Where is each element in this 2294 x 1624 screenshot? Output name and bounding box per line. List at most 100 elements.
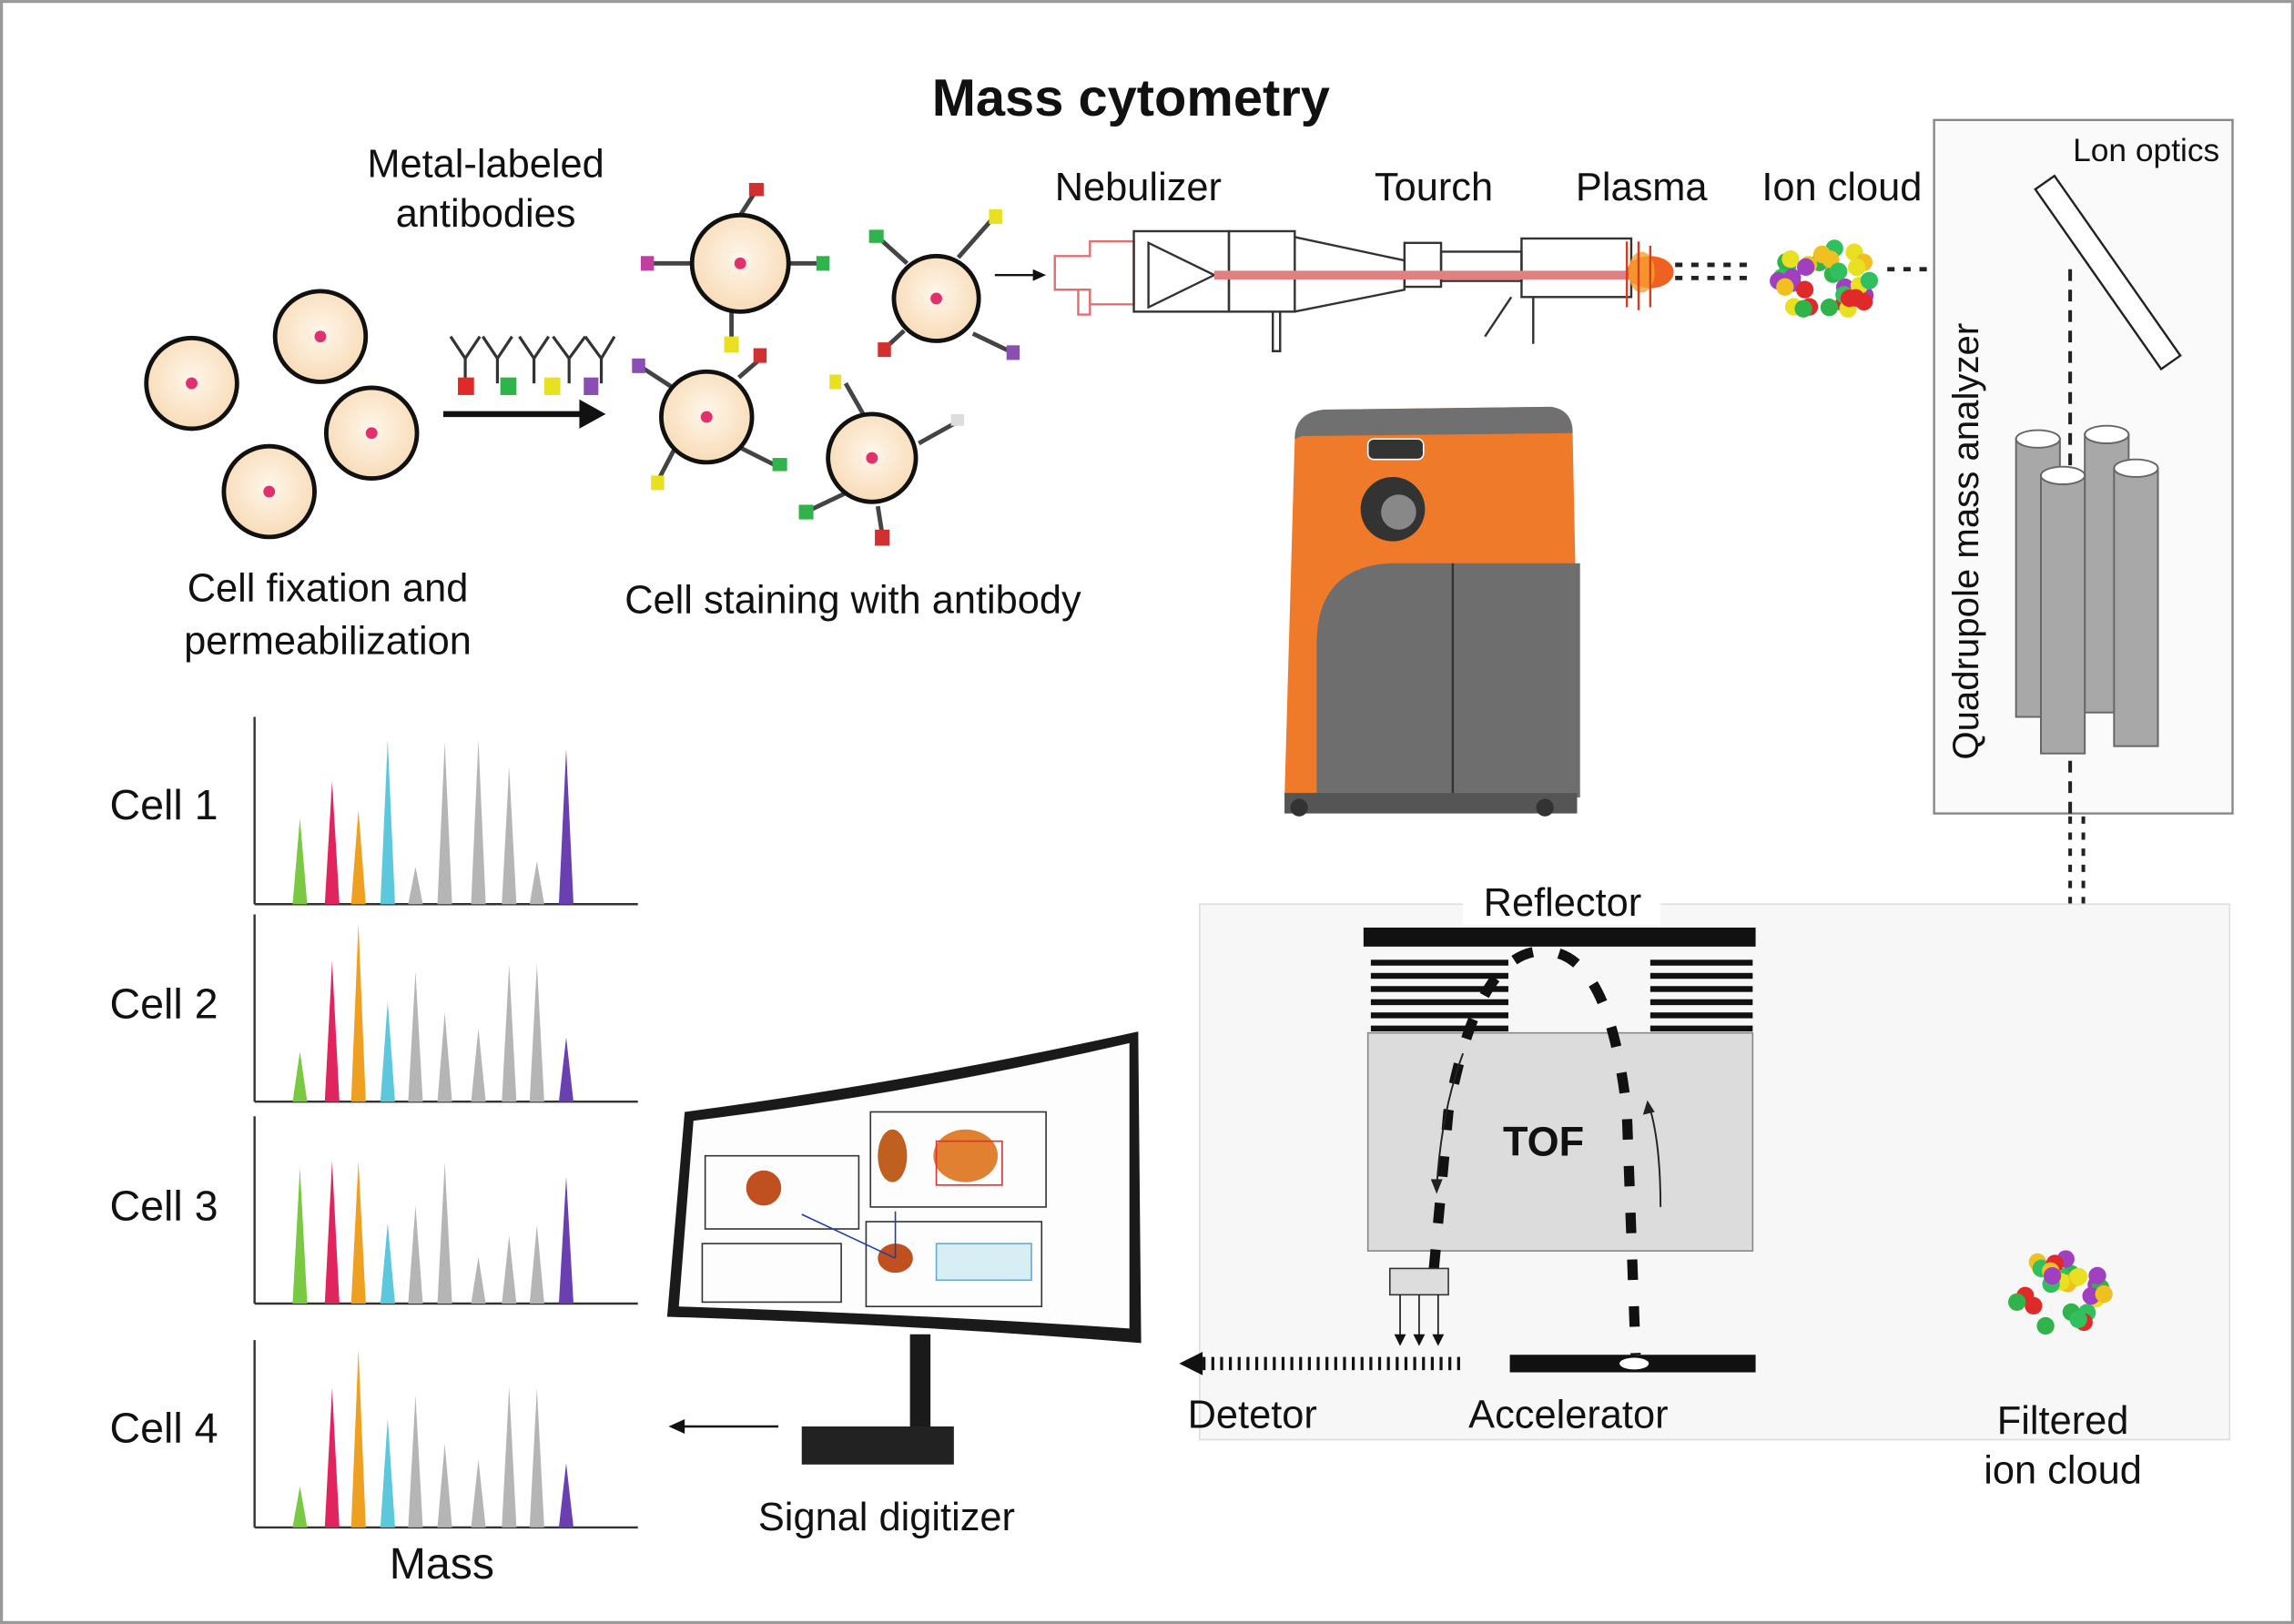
spectrum-peak — [324, 1161, 340, 1304]
ion-dot — [2088, 1266, 2106, 1285]
stained-cells — [632, 182, 1020, 546]
monitor-icon — [666, 1031, 1142, 1465]
ion-optics-mirror — [2034, 174, 2182, 371]
mass-axis-label: Mass — [390, 1539, 494, 1588]
torch-label: Tourch — [1375, 166, 1493, 209]
arrow-icon — [442, 399, 606, 429]
spectrum-peak — [408, 1395, 423, 1528]
ion-cloud-icon — [1770, 239, 1879, 318]
antibody-icons — [449, 335, 616, 384]
detector-label: Detetor — [1188, 1394, 1317, 1437]
ion-dot — [1794, 299, 1812, 318]
spectrum-peak — [350, 809, 366, 905]
quadrupole-rods-icon — [2015, 424, 2159, 755]
detector-icon — [1388, 1267, 1449, 1346]
spectrum-peak — [408, 867, 423, 905]
spectrum-peak — [437, 741, 452, 905]
spectrum-peak — [292, 1486, 308, 1528]
spectrum-peak — [437, 1012, 452, 1102]
spectrum-peak — [380, 1418, 395, 1528]
spectrum-peak — [502, 1385, 517, 1528]
spectrum-peak — [380, 1001, 395, 1102]
filtered-ion-cloud-icon — [2008, 1250, 2113, 1335]
spectrum-peak — [324, 780, 340, 905]
diagram-title: Mass cytometry — [932, 69, 1330, 127]
plasma-label: Plasma — [1576, 166, 1709, 209]
detector-output-arrow — [1179, 1352, 1460, 1375]
ion-dot — [1776, 278, 1794, 296]
cell-3-label: Cell 3 — [109, 1182, 218, 1229]
nebulizer-label: Nebulizer — [1055, 166, 1222, 209]
ion-dot — [1846, 289, 1865, 307]
spectrum-peak — [558, 748, 574, 905]
spectrum-peak — [558, 1037, 574, 1102]
spectrum-peak — [502, 964, 517, 1102]
filtered-label-2: ion cloud — [1984, 1449, 2142, 1493]
spectrum-peak — [529, 1224, 544, 1304]
spectrum-peak — [408, 971, 423, 1102]
ion-dot — [2043, 1266, 2062, 1285]
ion-dot — [2008, 1293, 2026, 1312]
spectrum-peak — [380, 739, 395, 905]
spectrum-peak — [502, 766, 517, 905]
mass-cytometer-machine-icon — [1284, 406, 1580, 817]
reflector-grids — [1370, 959, 1753, 1032]
spectrum-peak — [529, 1387, 544, 1528]
spectrum-peak — [350, 1348, 366, 1528]
spectrum-panel-4 — [253, 1340, 638, 1529]
cell-nuclei — [186, 330, 378, 498]
reflector-label: Reflector — [1484, 881, 1642, 925]
arrow-icon — [668, 1418, 778, 1435]
ion-cloud-label: Ion cloud — [1761, 166, 1922, 209]
quadrupole-label: Quadrupole mass analyzer — [1945, 323, 1986, 760]
ion-dot — [1848, 259, 1866, 277]
spectrum-peak — [471, 1257, 486, 1304]
spectrum-peak — [408, 1205, 423, 1304]
spectrum-peak — [292, 1167, 308, 1304]
spectrum-peak — [471, 739, 486, 905]
filtered-label-1: Filtered — [1997, 1399, 2129, 1443]
reflector-plate — [1363, 927, 1756, 947]
spectrum-peak — [380, 1223, 395, 1304]
spectrum-peak — [292, 818, 308, 905]
metal-tags — [458, 377, 599, 395]
spectrum-peak — [471, 1459, 486, 1528]
ion-dot — [2069, 1310, 2087, 1329]
spectrum-peak — [471, 1028, 486, 1102]
ion-dot — [2036, 1316, 2055, 1335]
spectrum-peak — [558, 1176, 574, 1304]
ion-dot — [2069, 1267, 2088, 1286]
ion-dot — [2025, 1296, 2043, 1315]
ion-dot — [1797, 258, 1815, 277]
spectrum-peak — [437, 1162, 452, 1304]
ion-dot — [1781, 249, 1800, 269]
ion-dot — [1860, 271, 1879, 289]
antibody-label-1: Metal-labeled — [367, 143, 604, 187]
cell-2-label: Cell 2 — [109, 980, 218, 1028]
antibody-label-2: antibodies — [396, 192, 576, 236]
mass-spectra-chart — [253, 716, 638, 1529]
ion-dot — [2095, 1284, 2113, 1304]
staining-label: Cell staining with antibody — [624, 578, 1081, 622]
ion-dot — [1830, 262, 1848, 280]
cell-1-label: Cell 1 — [109, 781, 218, 828]
spectrum-panel-2 — [253, 914, 638, 1103]
cell-4-label: Cell 4 — [109, 1405, 218, 1452]
accelerator-plate — [1509, 1355, 1756, 1373]
spectrum-peak — [350, 923, 366, 1102]
spectrum-panel-1 — [253, 716, 638, 906]
spectrum-peak — [502, 1235, 517, 1304]
signal-digitizer-label: Signal digitizer — [758, 1496, 1015, 1539]
fixation-label-2: permeabilization — [184, 619, 472, 663]
tof-tube — [1366, 1031, 1754, 1252]
accelerator-label: Accelerator — [1468, 1394, 1668, 1437]
spectrum-peak — [324, 960, 340, 1102]
tof-label: TOF — [1503, 1119, 1584, 1165]
nebulizer-torch-apparatus — [1053, 229, 1633, 352]
spectrum-peak — [558, 1463, 574, 1528]
arrow-icon — [994, 269, 1047, 281]
ion-dot — [1820, 299, 1839, 317]
ion-optics-label: Lon optics — [2073, 133, 2219, 168]
plasma-icon — [1625, 241, 1674, 310]
